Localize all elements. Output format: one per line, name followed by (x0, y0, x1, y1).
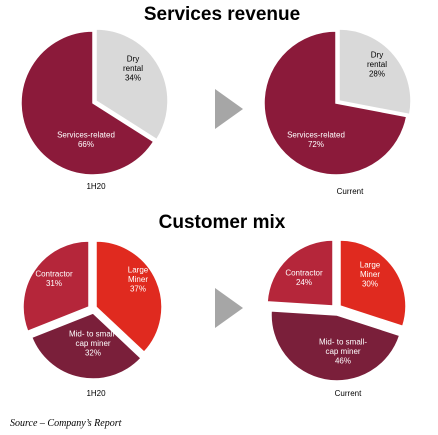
slice-label: Dry rental 34% (123, 55, 143, 83)
slice-label: Dry rental 28% (367, 51, 387, 79)
pie-slice (339, 239, 407, 328)
pie-slice (20, 30, 155, 176)
pie-chart: Dry rental 28% Services-related 72% Current (263, 28, 412, 196)
pie-caption: Current (337, 187, 364, 196)
slice-label: Large Miner 30% (360, 261, 381, 289)
source-note: Source – Company’s Report (10, 418, 122, 429)
slice-label: Services-related 66% (57, 130, 115, 149)
arrow-right-icon (215, 288, 243, 328)
pie-chart: Large Miner 37% Mid- to small-cap miner 32% C… (22, 240, 163, 398)
pie-slice (30, 312, 143, 380)
slice-label: Contractor 24% (285, 268, 323, 287)
pie-slice (95, 240, 163, 354)
customer-mix-heading: Customer mix (159, 212, 286, 233)
pie-caption: 1H20 (86, 389, 106, 398)
pie-caption: 1H20 (86, 182, 106, 191)
slice-label: Mid- to small-cap miner 46% (319, 338, 367, 366)
slice-label: Mid- to small-cap miner 32% (69, 330, 117, 358)
arrow-group (215, 89, 243, 328)
arrow-right-icon (215, 89, 243, 129)
slice-label: Services-related 72% (287, 130, 345, 149)
pie-slice (95, 28, 169, 141)
slice-label: Large Miner 37% (128, 266, 149, 294)
pie-slice (270, 310, 401, 382)
pie-slice (266, 239, 334, 307)
pie-slice (338, 28, 412, 116)
pie-caption: Current (335, 389, 362, 398)
slice-label: Contractor 31% (35, 269, 73, 288)
pie-slice (22, 240, 90, 333)
pie-chart: Large Miner 30% Mid- to small-cap miner 46% C… (266, 239, 407, 398)
pie-slice (263, 30, 408, 176)
pie-chart: Dry rental 34% Services-related 66% 1H20 (20, 28, 169, 191)
services-revenue-heading: Services revenue (144, 4, 300, 25)
